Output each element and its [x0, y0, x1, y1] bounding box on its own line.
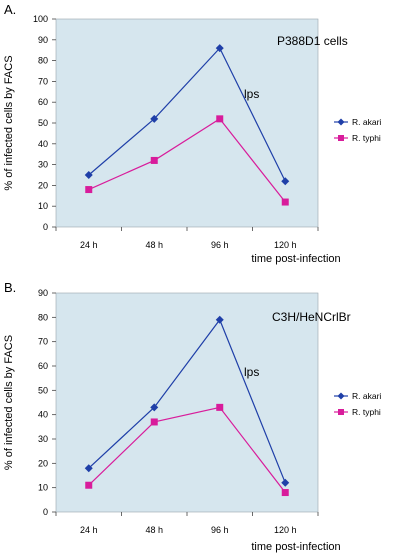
- data-point-r-typhi: [85, 186, 93, 194]
- plot-area-0: [55, 18, 319, 228]
- panel-label-1: B.: [4, 280, 16, 295]
- x-tick-label: 120 h: [274, 525, 297, 535]
- y-tick-label: 10: [38, 483, 48, 493]
- data-point-r-typhi: [150, 418, 158, 426]
- y-tick-label: 90: [38, 288, 48, 298]
- legend-label: R. typhi: [352, 133, 381, 143]
- annotation-1: lps: [244, 87, 259, 101]
- y-tick-label: 30: [38, 160, 48, 170]
- series-line-r-typhi: [88, 406, 286, 493]
- data-point-r-typhi: [281, 489, 289, 497]
- data-point-r-akari: [281, 478, 290, 487]
- y-tick-label: 0: [43, 507, 48, 517]
- y-tick-label: 50: [38, 118, 48, 128]
- data-point-r-typhi: [150, 156, 158, 164]
- legend-label: R. typhi: [352, 407, 381, 417]
- data-point-r-typhi: [216, 115, 224, 123]
- series-line-r-akari: [88, 318, 286, 484]
- y-tick-label: 30: [38, 434, 48, 444]
- data-point-r-akari: [84, 464, 93, 473]
- data-point-r-akari: [150, 403, 159, 412]
- y-axis-label: % of infected cells by FACS: [3, 55, 15, 190]
- data-point-r-typhi: [281, 198, 289, 206]
- data-point-r-akari: [150, 114, 159, 123]
- x-tick-label: 96 h: [211, 240, 229, 250]
- legend-marker: [338, 409, 344, 415]
- y-tick-label: 20: [38, 458, 48, 468]
- x-tick-label: 24 h: [80, 525, 98, 535]
- y-axis-label: % of infected cells by FACS: [3, 335, 15, 470]
- y-tick-label: 50: [38, 385, 48, 395]
- series-line-r-typhi: [88, 118, 286, 203]
- panel-label-0: A.: [4, 2, 16, 17]
- legend-marker: [337, 118, 345, 126]
- y-tick-label: 90: [38, 35, 48, 45]
- y-tick-label: 0: [43, 222, 48, 232]
- legend-label: R. akari: [352, 117, 381, 127]
- data-point-r-akari: [215, 44, 224, 53]
- y-tick-label: 80: [38, 56, 48, 66]
- x-tick-label: 24 h: [80, 240, 98, 250]
- legend-marker: [337, 392, 345, 400]
- annotation-0: C3H/HeNCrlBr: [272, 310, 351, 324]
- x-axis-label: time post-infection: [251, 541, 340, 553]
- data-point-r-typhi: [216, 403, 224, 411]
- annotation-1: lps: [244, 365, 259, 379]
- x-tick-label: 120 h: [274, 240, 297, 250]
- y-tick-label: 60: [38, 97, 48, 107]
- x-tick-label: 48 h: [145, 525, 163, 535]
- y-tick-label: 60: [38, 361, 48, 371]
- legend-marker: [338, 135, 344, 141]
- y-tick-label: 70: [38, 76, 48, 86]
- data-point-r-akari: [215, 315, 224, 324]
- x-axis-label: time post-infection: [251, 253, 340, 265]
- x-tick-label: 96 h: [211, 525, 229, 535]
- y-tick-label: 40: [38, 410, 48, 420]
- data-point-r-akari: [84, 171, 93, 179]
- series-line-r-akari: [88, 47, 286, 182]
- legend-label: R. akari: [352, 391, 381, 401]
- annotation-0: P388D1 cells: [277, 34, 348, 48]
- y-tick-label: 20: [38, 180, 48, 190]
- y-tick-label: 40: [38, 139, 48, 149]
- data-point-r-typhi: [85, 481, 93, 489]
- x-tick-label: 48 h: [145, 240, 163, 250]
- y-tick-label: 10: [38, 201, 48, 211]
- y-tick-label: 80: [38, 312, 48, 322]
- y-tick-label: 100: [33, 14, 48, 24]
- y-tick-label: 70: [38, 337, 48, 347]
- data-point-r-akari: [281, 177, 290, 186]
